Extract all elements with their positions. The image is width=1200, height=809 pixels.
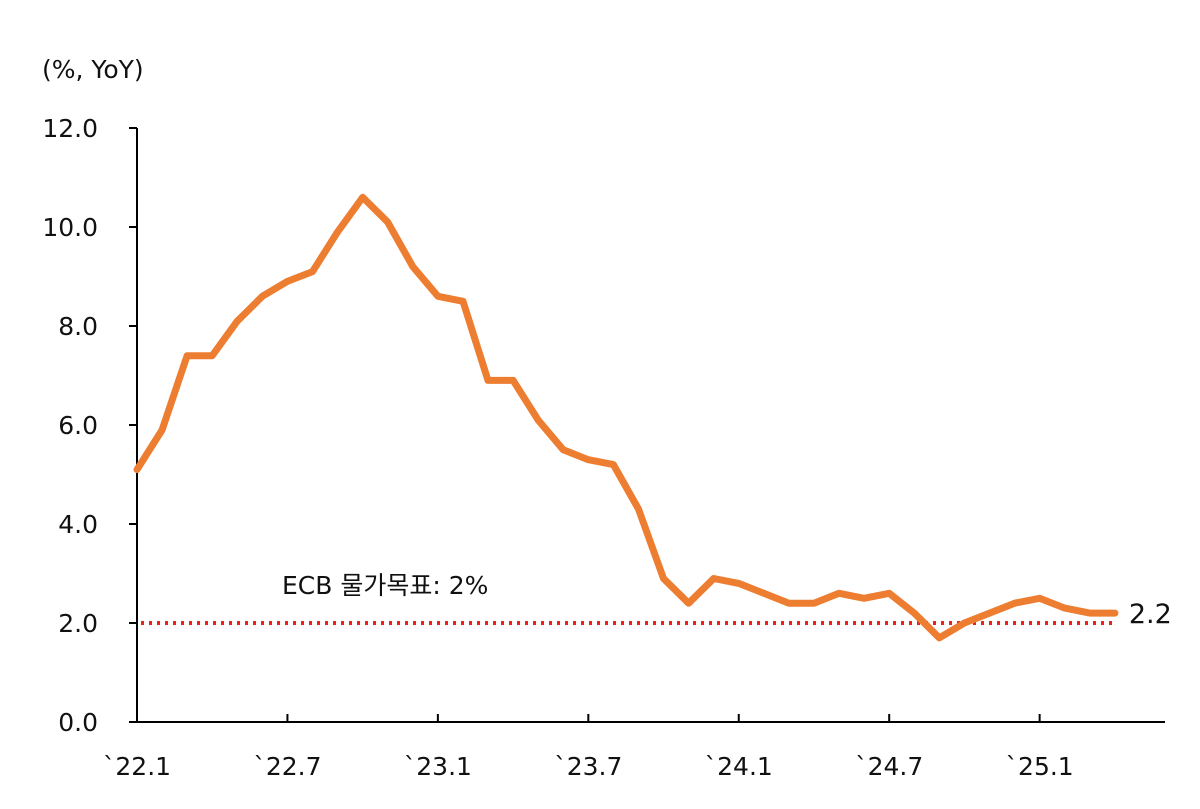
y-tick-label: 8.0 xyxy=(58,312,98,341)
series-end-value-label: 2.2 xyxy=(1129,599,1172,630)
y-tick-label: 4.0 xyxy=(58,510,98,539)
y-tick-label: 0.0 xyxy=(58,708,98,737)
series-line-inflation xyxy=(133,193,1119,642)
target-reference-label: ECB 물가목표: 2% xyxy=(282,571,488,600)
y-axis-unit-label: (%, YoY) xyxy=(42,55,144,84)
y-axis-ticks: 0.0 2.0 4.0 6.0 8.0 10.0 12.0 xyxy=(42,114,137,737)
x-tick-label: `22.1 xyxy=(103,752,171,781)
y-tick-label: 12.0 xyxy=(42,114,98,143)
x-axis-ticks: `22.1 `22.7 `23.1 `23.7 `24.1 `24.7 `25.1 xyxy=(103,714,1074,781)
y-tick-label: 2.0 xyxy=(58,609,98,638)
x-tick-label: `23.1 xyxy=(404,752,472,781)
y-tick-label: 6.0 xyxy=(58,411,98,440)
x-tick-label: `24.7 xyxy=(855,752,923,781)
x-tick-label: `23.7 xyxy=(554,752,622,781)
x-tick-label: `24.1 xyxy=(705,752,773,781)
y-tick-label: 10.0 xyxy=(42,213,98,242)
x-tick-label: `22.7 xyxy=(253,752,321,781)
x-tick-label: `25.1 xyxy=(1006,752,1074,781)
